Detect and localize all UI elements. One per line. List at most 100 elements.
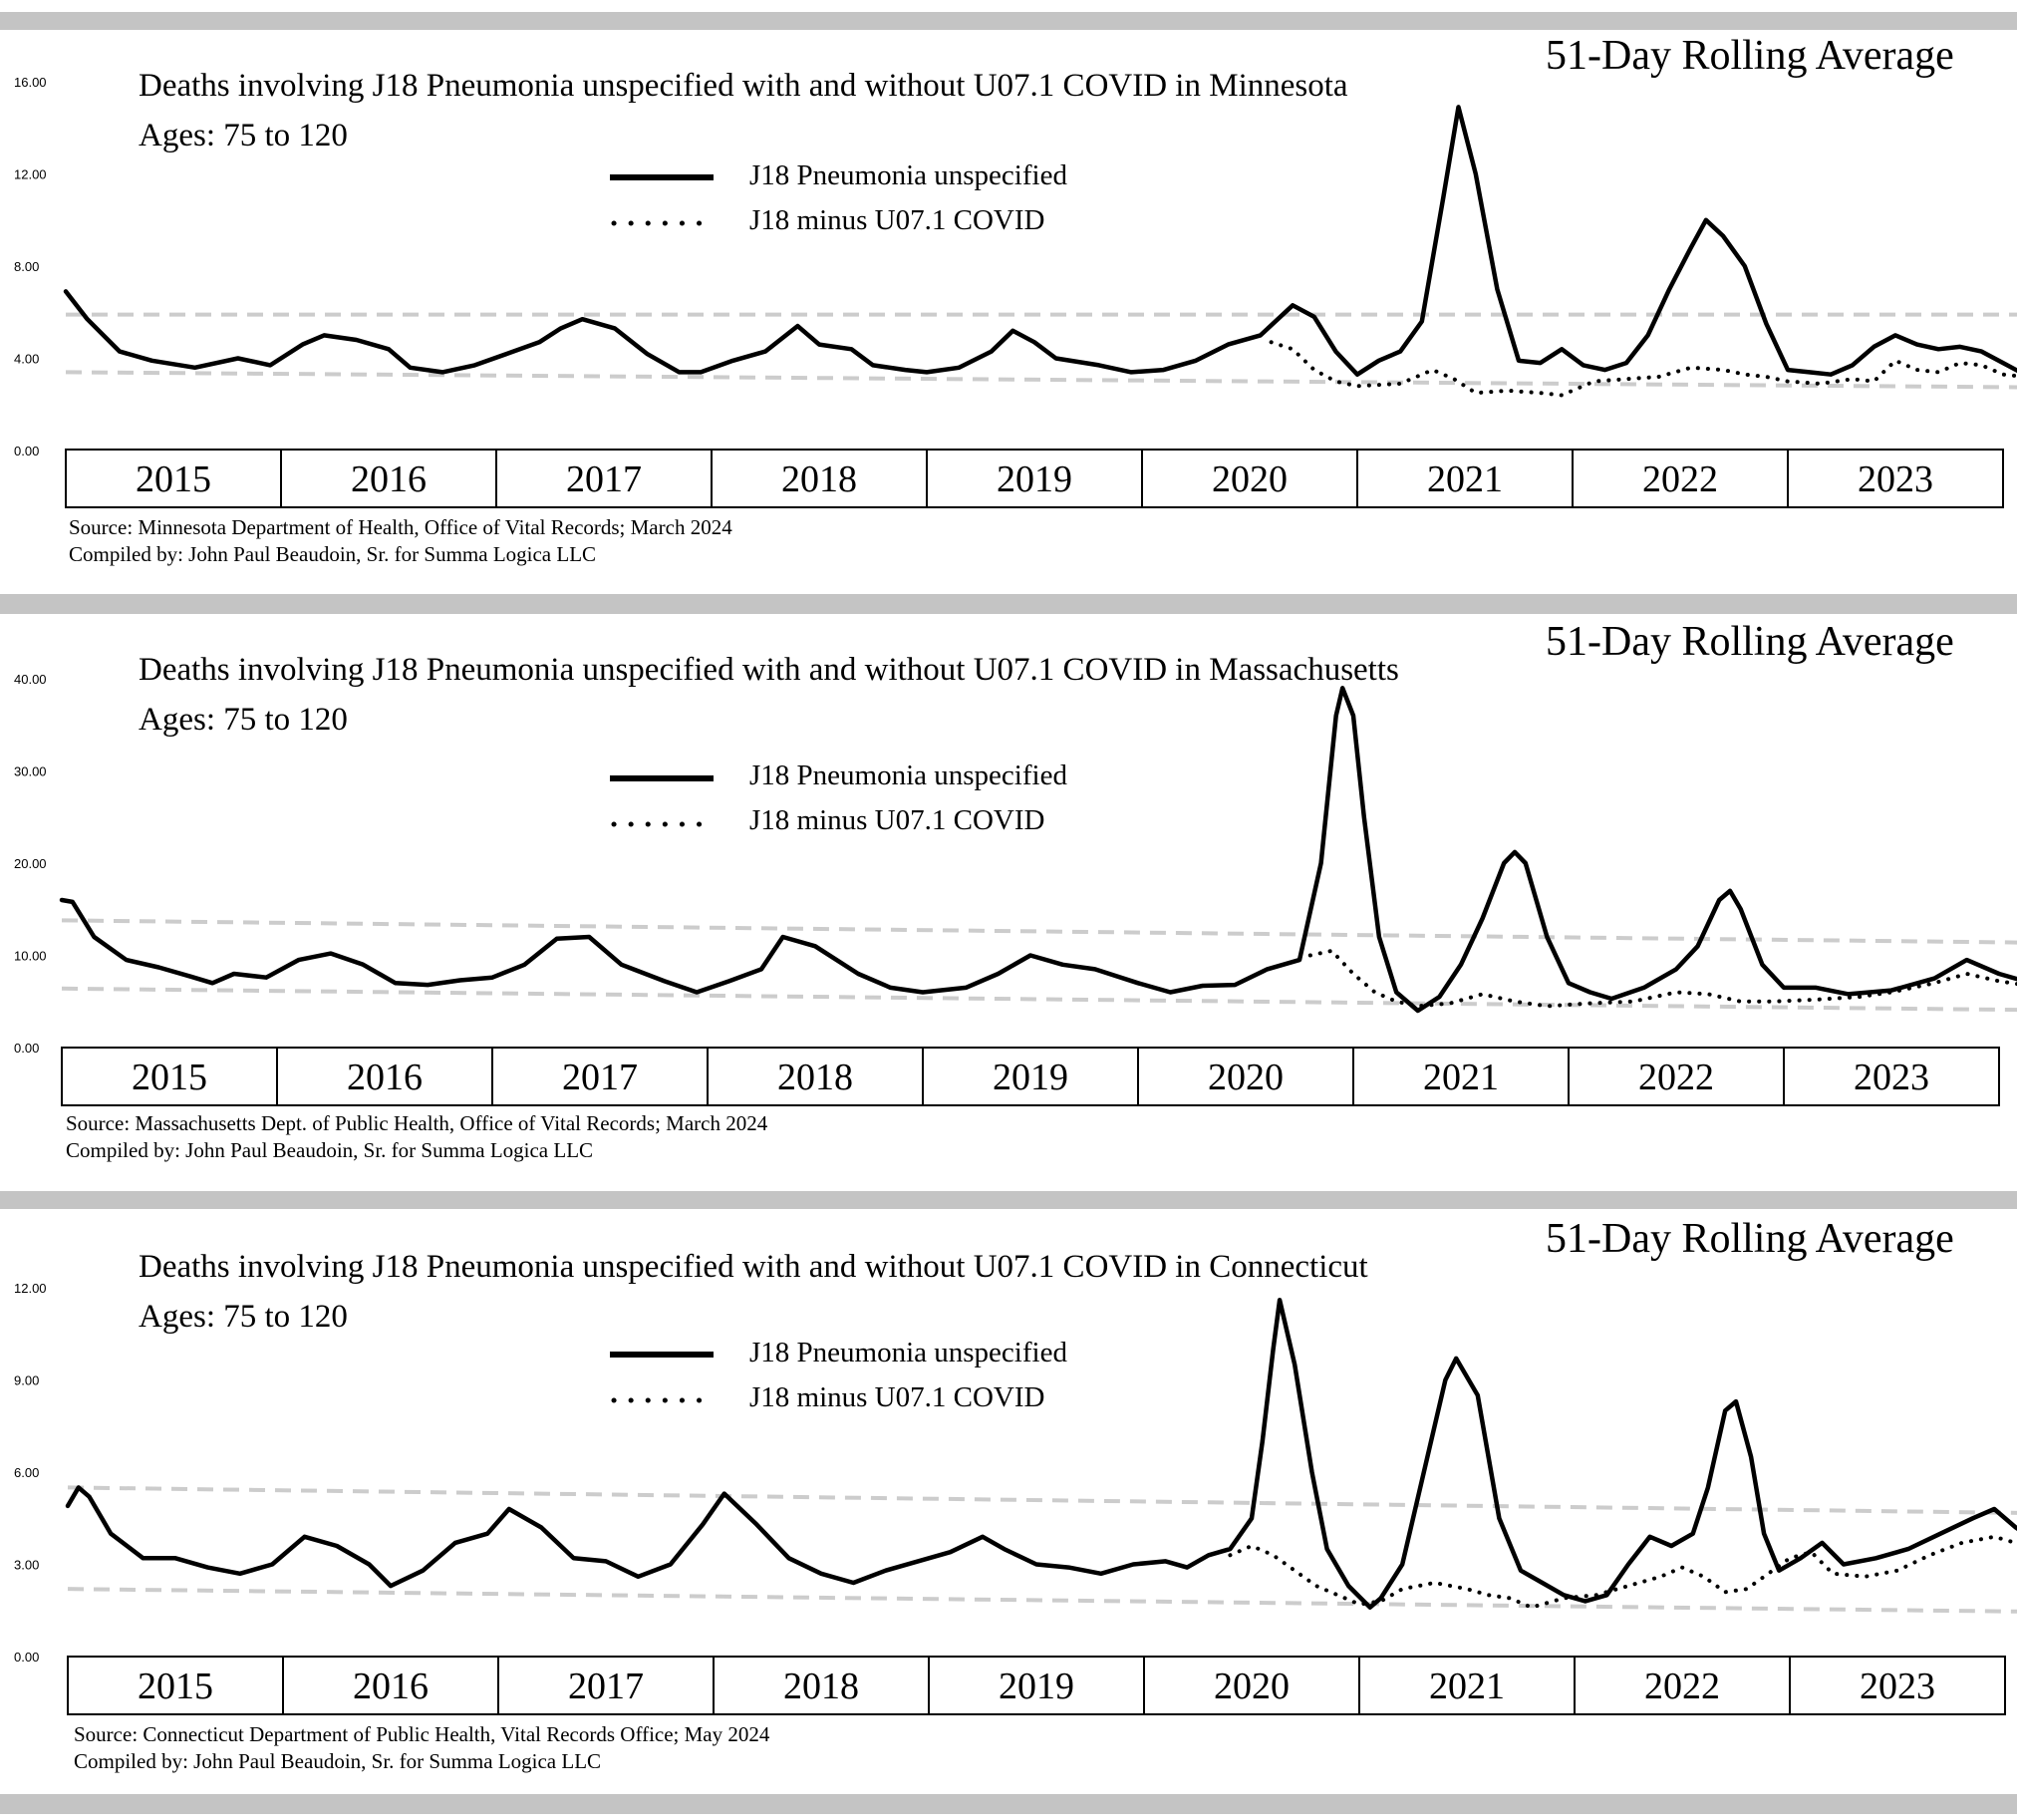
source-note: Source: Minnesota Department of Health, … [69, 515, 732, 539]
source-note: Source: Massachusetts Dept. of Public He… [66, 1111, 768, 1135]
y-tick-label: 4.00 [14, 352, 39, 367]
x-category-label: 2019 [999, 1666, 1074, 1707]
rolling-average-label: 51-Day Rolling Average [1546, 33, 1954, 79]
y-tick-label: 0.00 [14, 1650, 39, 1665]
reference-trend-line [61, 986, 2017, 1013]
year-box [1137, 1047, 1354, 1106]
separator-band [0, 1794, 2017, 1814]
chart-plot: 12.00 9.00 6.00 3.00 0.00 2015 2016 2017 2018 201… [14, 1281, 2017, 1715]
year-box [1787, 449, 2004, 508]
compiled-by-note: Compiled by: John Paul Beaudoin, Sr. for… [74, 1749, 602, 1773]
year-box [491, 1047, 709, 1106]
chart-subtitle: Ages: 75 to 120 [139, 702, 348, 738]
year-box [495, 449, 713, 508]
legend-label-dotted: J18 minus U07.1 COVID [749, 804, 1045, 836]
x-category-label: 2023 [1860, 1666, 1935, 1707]
year-box [1141, 449, 1358, 508]
legend-label-solid: J18 Pneumonia unspecified [749, 1337, 1067, 1368]
reference-trend-line [67, 1587, 2017, 1614]
x-category-label: 2019 [993, 1057, 1068, 1098]
chart-title: Deaths involving J18 Pneumonia unspecifi… [139, 652, 1399, 688]
x-category-label: 2023 [1858, 458, 1933, 500]
reference-trend-line [61, 918, 2017, 945]
x-category-label: 2022 [1644, 1666, 1720, 1707]
year-box [1783, 1047, 2000, 1106]
series-line-j18 [65, 1298, 2017, 1610]
source-note: Source: Connecticut Department of Public… [74, 1722, 770, 1746]
reference-trend-line [65, 370, 2017, 390]
year-box [65, 449, 282, 508]
chart-panel-massachusetts: 40.00 30.00 20.00 10.00 0.00 2015 2016 2017 2018… [0, 614, 2017, 1191]
x-category-label: 2021 [1427, 458, 1503, 500]
x-category-label: 2017 [562, 1057, 638, 1098]
series-line-j18 [63, 105, 2017, 377]
x-category-label: 2018 [781, 458, 857, 500]
year-box [711, 449, 928, 508]
compiled-by-note: Compiled by: John Paul Beaudoin, Sr. for… [66, 1138, 594, 1162]
y-tick-label: 0.00 [14, 444, 39, 458]
series-line-minus-covid [1228, 1534, 2017, 1610]
x-category-label: 2015 [132, 1057, 207, 1098]
x-category-label: 2015 [136, 458, 211, 500]
series-line-j18 [59, 686, 2017, 1014]
x-category-label: 2015 [138, 1666, 213, 1707]
y-tick-label: 12.00 [14, 1281, 47, 1296]
x-category-label: 2021 [1429, 1666, 1505, 1707]
year-box [713, 1656, 930, 1715]
chart-title: Deaths involving J18 Pneumonia unspecifi… [139, 1249, 1368, 1285]
y-tick-label: 16.00 [14, 75, 47, 90]
x-category-label: 2017 [568, 1666, 644, 1707]
year-box [707, 1047, 924, 1106]
series-line-minus-covid [1307, 948, 2017, 1009]
reference-trend-line [67, 1485, 2017, 1515]
separator-band [0, 12, 2017, 30]
chart-plot: 40.00 30.00 20.00 10.00 0.00 2015 2016 2017 2018… [14, 672, 2017, 1106]
x-category-label: 2017 [566, 458, 642, 500]
y-tick-label: 10.00 [14, 949, 47, 964]
year-box [1352, 1047, 1570, 1106]
legend-label-solid: J18 Pneumonia unspecified [749, 759, 1067, 791]
rolling-average-label: 51-Day Rolling Average [1546, 619, 1954, 665]
legend-label-dotted: J18 minus U07.1 COVID [749, 204, 1045, 236]
year-box [1568, 1047, 1785, 1106]
x-category-label: 2022 [1642, 458, 1718, 500]
x-category-label: 2018 [777, 1057, 853, 1098]
year-box [1789, 1656, 2006, 1715]
y-tick-label: 9.00 [14, 1373, 39, 1388]
chart-panel-minnesota: 16.00 12.00 8.00 4.00 0.00 2015 2016 2017 2018 20… [0, 30, 2017, 594]
separator-band [0, 594, 2017, 614]
x-category-label: 2021 [1423, 1057, 1499, 1098]
x-category-label: 2020 [1214, 1666, 1290, 1707]
compiled-by-note: Compiled by: John Paul Beaudoin, Sr. for… [69, 542, 597, 566]
rolling-average-label: 51-Day Rolling Average [1546, 1216, 1954, 1262]
legend-label-solid: J18 Pneumonia unspecified [749, 159, 1067, 191]
chart-title: Deaths involving J18 Pneumonia unspecifi… [139, 68, 1348, 104]
year-box [276, 1047, 493, 1106]
chart-subtitle: Ages: 75 to 120 [139, 118, 348, 153]
x-category-label: 2022 [1638, 1057, 1714, 1098]
y-tick-label: 8.00 [14, 259, 39, 274]
year-box [1358, 1656, 1576, 1715]
x-category-label: 2023 [1854, 1057, 1929, 1098]
x-category-label: 2020 [1212, 458, 1288, 500]
y-tick-label: 30.00 [14, 764, 47, 779]
x-category-label: 2016 [347, 1057, 423, 1098]
x-category-label: 2020 [1208, 1057, 1284, 1098]
chart-plot: 16.00 12.00 8.00 4.00 0.00 2015 2016 2017 2018 20… [14, 75, 2017, 508]
separator-band [0, 1191, 2017, 1209]
y-tick-label: 6.00 [14, 1465, 39, 1480]
chart-subtitle: Ages: 75 to 120 [139, 1299, 348, 1335]
series-line-minus-covid [1269, 340, 2017, 398]
year-box [1356, 449, 1574, 508]
year-box [1572, 449, 1789, 508]
year-box [928, 1656, 1145, 1715]
y-tick-label: 3.00 [14, 1558, 39, 1573]
x-category-label: 2016 [351, 458, 427, 500]
y-tick-label: 12.00 [14, 167, 47, 182]
x-category-label: 2019 [997, 458, 1072, 500]
x-category-label: 2016 [353, 1666, 429, 1707]
x-category-label: 2018 [783, 1666, 859, 1707]
y-tick-label: 40.00 [14, 672, 47, 687]
y-tick-label: 20.00 [14, 856, 47, 871]
chart-panel-connecticut: 12.00 9.00 6.00 3.00 0.00 2015 2016 2017 2018 201… [0, 1209, 2017, 1794]
